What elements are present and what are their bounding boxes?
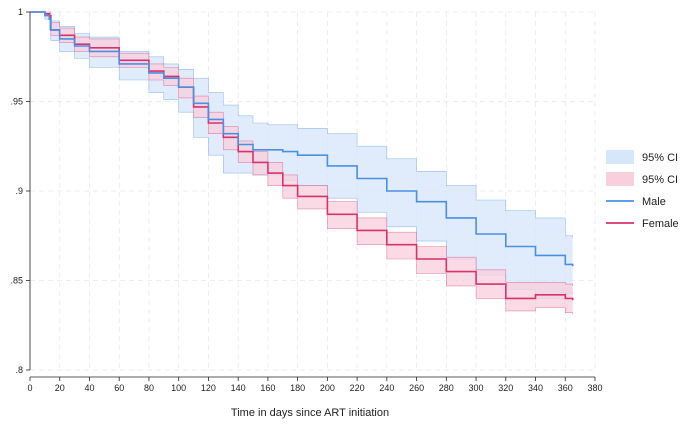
x-tick-label: 280 [439, 383, 454, 393]
male-survival-line [30, 11, 574, 267]
x-tick-label: 160 [260, 383, 275, 393]
x-tick-label: 200 [320, 383, 335, 393]
female-ci-band [30, 12, 573, 315]
x-tick-label: 340 [528, 383, 543, 393]
female-ci-upper-line [30, 11, 573, 286]
y-tick-label: .8 [15, 365, 23, 375]
x-tick-label: 320 [498, 383, 513, 393]
y-axis-ticks: .8 .85 .9 .95 1 [10, 7, 30, 375]
y-tick-label: .9 [15, 186, 23, 196]
legend-female-label: Female [642, 218, 679, 230]
x-tick-label: 380 [587, 383, 602, 393]
legend-female-ci-swatch [606, 172, 634, 186]
legend-male-label: Male [642, 196, 666, 208]
x-tick-label: 120 [201, 383, 216, 393]
legend: 95% CI 95% CI Male Female [606, 150, 679, 230]
x-tick-label: 220 [350, 383, 365, 393]
x-tick-label: 180 [290, 383, 305, 393]
x-tick-label: 260 [409, 383, 424, 393]
legend-male-ci-swatch [606, 150, 634, 164]
y-tick-label: .95 [10, 97, 23, 107]
x-axis-ticks: 0 20 40 60 80 100 120 140 160 180 200 220 240 260 280 3… [27, 377, 603, 393]
grid-lines [29, 11, 596, 371]
y-tick-label: 1 [18, 7, 23, 17]
legend-male-ci-label: 95% CI [642, 152, 678, 164]
x-tick-label: 20 [55, 383, 65, 393]
x-tick-label: 0 [27, 383, 32, 393]
series-lines [30, 11, 574, 301]
x-tick-label: 300 [469, 383, 484, 393]
x-tick-label: 240 [379, 383, 394, 393]
y-tick-label: .85 [10, 276, 23, 286]
x-tick-label: 40 [84, 383, 94, 393]
legend-female-ci-label: 95% CI [642, 174, 678, 186]
x-tick-label: 100 [171, 383, 186, 393]
x-tick-label: 360 [558, 383, 573, 393]
x-tick-label: 140 [231, 383, 246, 393]
x-tick-label: 60 [114, 383, 124, 393]
x-axis-title: Time in days since ART initiation [231, 407, 389, 419]
x-tick-label: 80 [144, 383, 154, 393]
